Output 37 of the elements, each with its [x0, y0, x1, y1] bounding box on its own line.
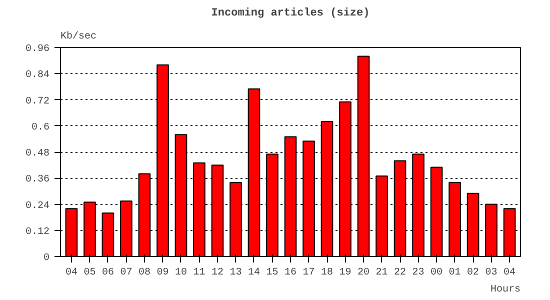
y-tick-label: 0.96 [25, 44, 50, 55]
x-tick-label: 07 [120, 268, 132, 278]
x-tick-label: 15 [266, 268, 278, 278]
x-tick-label: 05 [84, 268, 96, 278]
x-tick-label: 04 [65, 268, 78, 278]
x-tick-label: 22 [394, 268, 406, 278]
y-tick-label: 0.6 [31, 122, 50, 134]
chart-title: Incoming articles (size) [211, 8, 370, 20]
x-tick-label: 18 [321, 268, 334, 278]
x-tick-label: 14 [248, 268, 260, 278]
x-tick-label: 01 [448, 268, 461, 278]
y-tick-label: 0.36 [25, 174, 50, 186]
x-tick-label: 23 [412, 268, 424, 278]
y-tick-label: 0.72 [25, 96, 50, 108]
x-tick-label: 03 [485, 268, 498, 278]
y-tick-label: 0.24 [25, 200, 50, 212]
x-tick-label: 21 [376, 268, 388, 278]
x-tick-label: 08 [138, 268, 150, 278]
y-tick-label: 0 [44, 253, 50, 264]
x-tick-label: 13 [230, 268, 242, 278]
x-axis-title: Hours [490, 284, 521, 296]
x-tick-label: 17 [302, 268, 315, 278]
x-tick-label: 12 [211, 268, 224, 278]
x-tick-label: 02 [467, 268, 480, 278]
x-tick-label: 10 [174, 268, 187, 278]
x-tick-label: 11 [193, 268, 206, 278]
x-tick-label: 16 [284, 268, 297, 278]
x-tick-label: 06 [102, 268, 114, 278]
x-tick-label: 00 [430, 268, 443, 278]
y-axis-title: Kb/sec [60, 30, 97, 42]
x-tick-label: 09 [156, 268, 169, 278]
y-tick-label: 0.84 [25, 70, 50, 82]
x-tick-label: 20 [358, 268, 370, 278]
y-tick-label: 0.12 [25, 226, 50, 238]
x-tick-label: 19 [339, 268, 352, 278]
x-tick-label: 04 [504, 268, 516, 278]
y-tick-label: 0.48 [25, 148, 50, 160]
